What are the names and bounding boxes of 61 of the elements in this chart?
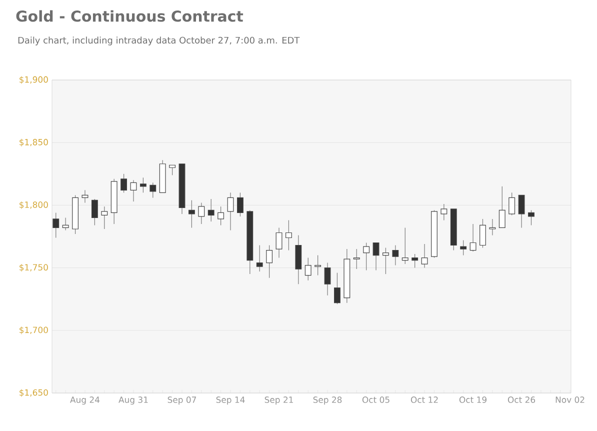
candlestick bbox=[334, 272, 340, 304]
candlestick bbox=[120, 174, 128, 193]
candlestick bbox=[440, 204, 448, 221]
candlestick bbox=[130, 180, 137, 202]
candlestick bbox=[91, 198, 98, 226]
candlestick bbox=[150, 182, 156, 198]
candlestick bbox=[470, 224, 476, 252]
candlestick bbox=[314, 254, 322, 276]
x-tick-label: Oct 19 bbox=[459, 396, 486, 403]
candlestick bbox=[353, 248, 360, 270]
x-tick-label: Oct 05 bbox=[362, 396, 390, 403]
y-tick-label: $1,850 bbox=[20, 138, 48, 146]
candlestick bbox=[528, 210, 534, 226]
y-tick-label: $1,900 bbox=[20, 76, 48, 84]
candlestick bbox=[392, 244, 399, 266]
candlestick bbox=[412, 254, 418, 268]
candlestick bbox=[276, 227, 282, 258]
candlestick bbox=[382, 247, 389, 274]
y-tick-label: $1,800 bbox=[20, 201, 48, 210]
x-tick-label: Oct 12 bbox=[410, 396, 438, 403]
candlestick bbox=[363, 242, 370, 271]
y-tick-label: $1,750 bbox=[20, 264, 48, 272]
x-tick-label: Sep 28 bbox=[313, 396, 342, 405]
candlestick bbox=[208, 198, 214, 222]
candlestick bbox=[62, 217, 69, 231]
y-tick-label: $1,700 bbox=[20, 326, 48, 334]
candlestick bbox=[256, 244, 263, 272]
candlestick bbox=[188, 200, 195, 228]
candlestick bbox=[324, 262, 331, 296]
candlestick bbox=[304, 257, 312, 281]
candlestick bbox=[489, 218, 496, 236]
candlestick bbox=[237, 192, 244, 217]
candlestick bbox=[227, 192, 234, 231]
chart-title: Gold - Continuous Contract bbox=[16, 10, 244, 22]
candlestick bbox=[101, 206, 108, 230]
candlestick bbox=[498, 186, 506, 228]
x-tick-label: Aug 24 bbox=[70, 396, 100, 405]
x-tick-label: Oct 26 bbox=[508, 396, 536, 403]
candlestick bbox=[82, 190, 88, 203]
chart-subtitle: Daily chart, including intraday data October 27, 7:00 a.m. EDT bbox=[18, 36, 300, 46]
x-tick-label: Aug 31 bbox=[118, 396, 148, 405]
candlestick bbox=[140, 177, 146, 193]
candlestick bbox=[508, 192, 516, 216]
candlestick bbox=[52, 212, 60, 238]
x-tick-label: Nov 02 bbox=[556, 396, 584, 403]
candlestick bbox=[218, 206, 224, 226]
candlestick bbox=[421, 244, 428, 268]
candlestick bbox=[480, 218, 486, 248]
x-tick-label: Sep 07 bbox=[168, 396, 196, 405]
y-tick-label: $1,650 bbox=[20, 389, 48, 397]
candlestick bbox=[518, 194, 525, 228]
x-tick-label: Sep 21 bbox=[264, 396, 293, 405]
candlestick bbox=[402, 227, 408, 264]
candlestick bbox=[198, 202, 205, 224]
x-tick-label: Sep 14 bbox=[216, 396, 245, 405]
candlestick bbox=[460, 240, 467, 256]
candlestick bbox=[266, 244, 273, 278]
candlestick bbox=[286, 220, 292, 251]
candlestick bbox=[372, 242, 380, 271]
candlestick bbox=[295, 234, 302, 284]
candlestick bbox=[169, 164, 176, 176]
